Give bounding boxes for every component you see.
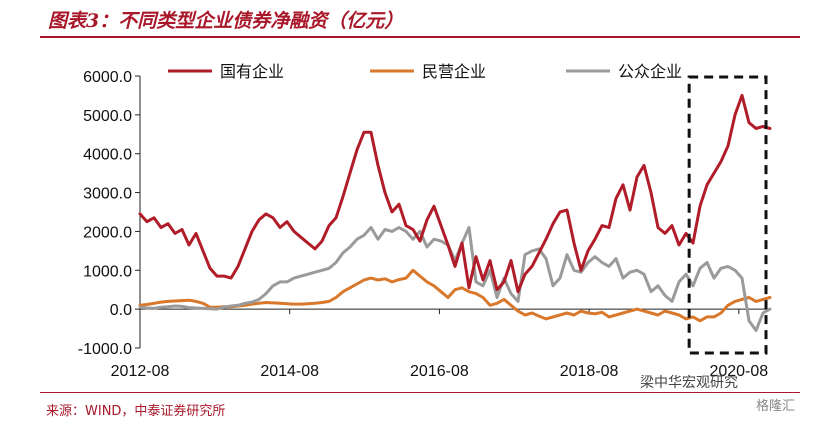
- y-tick-label: -1000.0: [78, 341, 132, 358]
- series-line-soe: [138, 93, 772, 294]
- legend-label: 民营企业: [422, 62, 486, 81]
- series-line-public: [138, 226, 772, 332]
- y-tick-label: 1000.0: [83, 263, 132, 280]
- watermark-logo-text: 格隆汇: [756, 399, 796, 414]
- legend-label: 公众企业: [618, 62, 682, 81]
- x-tick-label: 2014-08: [260, 363, 319, 380]
- y-axis: 6000.0 5000.0 4000.0 3000.0 2000.0 1000.0 0.0 -…: [78, 69, 141, 358]
- y-tick-label: 5000.0: [83, 108, 132, 125]
- series-layer: [138, 93, 772, 332]
- y-tick-label: 4000.0: [83, 147, 132, 164]
- footer-divider: [40, 392, 800, 393]
- highlight-rect: [687, 75, 768, 355]
- highlight-box: [687, 75, 768, 355]
- legend: 国有企业 民营企业 公众企业: [168, 62, 682, 81]
- source-note: 来源：WIND，中泰证券研究所: [46, 404, 226, 419]
- chart-title: 图表3：不同类型企业债券净融资（亿元）: [48, 10, 404, 32]
- y-tick-label: 2000.0: [83, 224, 132, 241]
- x-tick-label: 2016-08: [410, 363, 469, 380]
- legend-label: 国有企业: [220, 62, 284, 81]
- watermark-text: 梁中华宏观研究: [640, 375, 738, 391]
- y-tick-label: 0.0: [110, 302, 132, 319]
- x-tick-label: 2020-08: [709, 363, 768, 380]
- x-tick-label: 2018-08: [560, 363, 619, 380]
- x-tick-label: 2012-08: [111, 363, 170, 380]
- series-line-private: [138, 268, 772, 323]
- x-axis: 2012-08 2014-08 2016-08 2018-08 2020-08: [111, 308, 770, 380]
- y-tick-label: 3000.0: [83, 186, 132, 203]
- title-divider: [40, 36, 800, 38]
- y-tick-label: 6000.0: [83, 69, 132, 86]
